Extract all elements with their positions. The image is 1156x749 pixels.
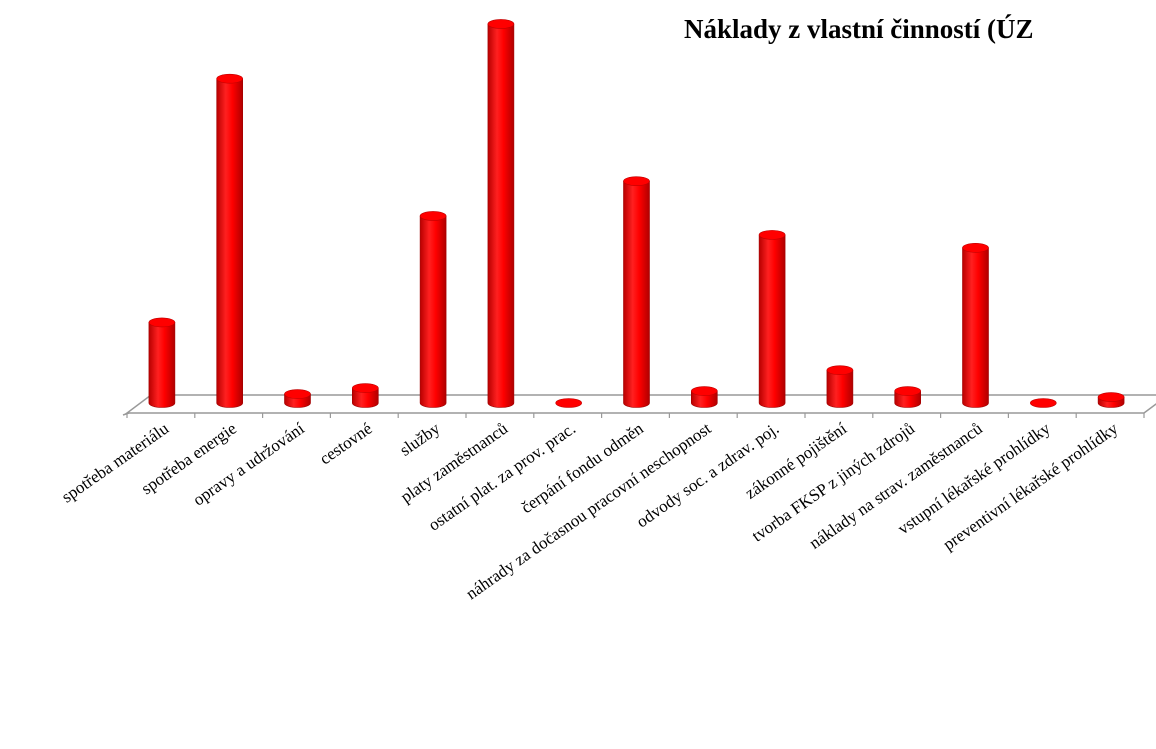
x-tick-label: čerpání fondu odměn <box>518 418 648 517</box>
bar <box>284 389 311 408</box>
bar <box>351 383 379 408</box>
bar-body <box>826 369 854 408</box>
bar-top <box>894 386 922 396</box>
bar-top <box>826 365 854 375</box>
bar-top <box>284 389 311 399</box>
x-tick-label: cestovné <box>316 419 376 469</box>
bar-top <box>1097 392 1125 402</box>
bar-top <box>487 19 515 29</box>
bar-body <box>216 78 243 408</box>
bar <box>623 176 650 408</box>
bar-top <box>148 317 176 328</box>
bar <box>894 386 922 408</box>
bar-top <box>962 243 989 253</box>
bar <box>1097 392 1125 408</box>
bar-body <box>758 234 786 408</box>
bar <box>216 73 243 408</box>
x-tick-label: náhrady za dočasnou pracovní neschopnost <box>462 419 714 604</box>
bar <box>690 386 718 408</box>
bar-body <box>487 23 515 408</box>
bar-body <box>419 215 447 408</box>
bar-top <box>1030 398 1057 408</box>
x-tick-label: služby <box>396 418 444 459</box>
bar <box>555 398 583 408</box>
bar-body <box>623 180 650 408</box>
bar-body <box>352 387 379 408</box>
x-tick-label: opravy a udržování <box>189 419 308 510</box>
bar <box>1030 398 1057 408</box>
bar-top <box>623 176 650 186</box>
bar <box>758 230 786 408</box>
bar-top <box>555 398 583 408</box>
bar-top <box>690 386 718 396</box>
bar-top <box>758 230 786 240</box>
bar-top <box>351 383 379 393</box>
x-ticks-group <box>126 413 1145 418</box>
bar-body <box>962 247 989 408</box>
bar <box>419 211 447 408</box>
chart-title: Náklady z vlastní činností (ÚZ <box>684 14 1034 44</box>
floor-corner <box>122 412 130 416</box>
bar <box>826 365 854 408</box>
bar-top <box>216 73 243 84</box>
bar <box>962 243 989 408</box>
bars-group <box>148 19 1125 408</box>
bar <box>148 317 176 408</box>
bar <box>487 19 515 408</box>
bar-body <box>148 322 176 408</box>
bar-top <box>419 211 447 221</box>
